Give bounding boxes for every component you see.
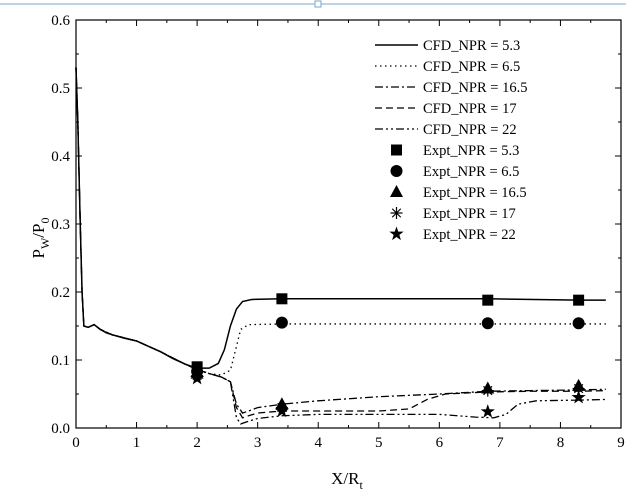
y-tick-label: 0.2 <box>51 285 70 301</box>
y-label-p1: P <box>29 249 48 258</box>
series-7-point-4-shape <box>572 317 585 330</box>
series-7-point-3-shape <box>481 317 494 330</box>
series-10-point-2 <box>274 403 290 418</box>
x-label-main: X/R <box>331 469 360 488</box>
legend-item-7: Expt_NPR = 6.5 <box>390 164 519 180</box>
legend-item-9: Expt_NPR = 17 <box>390 206 516 222</box>
axes: 0 1 2 3 4 5 6 7 8 9 0.0 0.1 0.2 0.3 0.4 0.5 0.6 <box>51 13 625 451</box>
y-tick-label: 0.3 <box>51 217 70 233</box>
series-9-point-3-stroke <box>483 385 493 396</box>
legend-item-3: CFD_NPR = 16.5 <box>375 80 527 96</box>
legend-label: Expt_NPR = 5.3 <box>423 143 519 159</box>
x-tick-label: 0 <box>72 435 80 451</box>
legend-label: CFD_NPR = 5.3 <box>423 38 520 54</box>
series-6-point-2 <box>276 293 288 305</box>
legend-item-8: Expt_NPR = 16.5 <box>390 185 527 201</box>
series-1-line <box>75 67 606 369</box>
series-10-point-3-shape <box>480 404 495 418</box>
x-tick-label: 1 <box>133 435 141 451</box>
x-tick-label: 6 <box>436 435 444 451</box>
series-6-point-4 <box>573 294 585 306</box>
top-handle[interactable] <box>314 0 322 8</box>
series-10-point-4 <box>571 389 586 404</box>
legend-item-1: CFD_NPR = 5.3 <box>375 38 520 54</box>
legend-label: CFD_NPR = 16.5 <box>423 80 527 96</box>
y-tick-label: 0.0 <box>51 421 70 437</box>
x-axis-label: X/Rt <box>331 469 363 492</box>
legend-label: Expt_NPR = 22 <box>423 227 516 243</box>
legend-label: CFD_NPR = 6.5 <box>423 59 520 75</box>
legend-item-2: CFD_NPR = 6.5 <box>375 59 520 75</box>
x-label-sub: t <box>360 478 364 492</box>
legend-marker <box>391 144 402 156</box>
legend-label: CFD_NPR = 17 <box>423 101 517 117</box>
legend-marker <box>390 207 403 219</box>
y-tick-label: 0.4 <box>51 149 70 165</box>
series-10-point-1-shape <box>189 370 205 385</box>
legend-item-10: Expt_NPR = 22 <box>389 226 516 243</box>
series-6-point-3 <box>482 294 494 306</box>
x-tick-label: 7 <box>496 435 504 451</box>
y-label-s2: 0 <box>38 218 52 224</box>
series-4-line <box>75 67 606 419</box>
series-10-point-4-shape <box>571 389 586 404</box>
plot-area <box>75 67 606 425</box>
legend-label: Expt_NPR = 17 <box>423 206 516 222</box>
y-label-s1: W <box>38 237 52 249</box>
series-5-line <box>75 67 606 425</box>
y-tick-label: 0.5 <box>51 81 70 97</box>
series-7-point-2-shape <box>275 316 288 329</box>
legend-label: CFD_NPR = 22 <box>423 122 517 138</box>
x-tick-label: 4 <box>314 435 322 451</box>
legend-marker <box>389 226 404 241</box>
legend-marker-shape <box>390 165 403 177</box>
series-6-point-2-shape <box>276 293 288 305</box>
series-9-point-4-stroke <box>573 383 584 394</box>
plot-frame <box>75 19 622 429</box>
series-10-point-1 <box>189 370 205 385</box>
legend-marker <box>390 165 403 177</box>
legend-marker-shape <box>389 226 404 241</box>
series-7-point-2 <box>275 316 288 329</box>
legend-marker <box>390 185 403 197</box>
series-7-point-4 <box>572 317 585 330</box>
series-3-line <box>75 67 606 414</box>
series-9-point-3 <box>481 384 494 397</box>
legend-marker-shape <box>391 144 402 156</box>
series-7-point-3 <box>481 317 494 330</box>
legend-marker-shape <box>390 185 403 197</box>
x-tick-label: 3 <box>254 435 262 451</box>
legend-item-4: CFD_NPR = 17 <box>375 101 517 117</box>
legend-label: Expt_NPR = 16.5 <box>423 185 527 201</box>
y-tick-label: 0.6 <box>51 13 70 29</box>
x-tick-label: 8 <box>557 435 565 451</box>
series-10-point-3 <box>480 404 495 418</box>
legend-item-6: Expt_NPR = 5.3 <box>391 143 519 159</box>
y-label-p2: /P <box>29 224 48 238</box>
series-6-point-3-shape <box>482 294 494 306</box>
legend-marker-stroke <box>391 208 402 218</box>
y-axis-label: PW/P0 <box>29 218 52 259</box>
series-6-point-4-shape <box>573 294 585 306</box>
y-tick-label: 0.1 <box>51 353 70 369</box>
x-tick-label: 9 <box>617 435 625 451</box>
legend-label: Expt_NPR = 6.5 <box>423 164 519 180</box>
series-10-point-2-shape <box>274 403 290 418</box>
legend-item-5: CFD_NPR = 22 <box>375 122 517 138</box>
x-tick-label: 5 <box>375 435 383 451</box>
x-tick-label: 2 <box>193 435 201 451</box>
series-2-line <box>75 67 606 376</box>
legend: CFD_NPR = 5.3 CFD_NPR = 6.5 CFD_NPR = 16.5… <box>375 38 527 243</box>
